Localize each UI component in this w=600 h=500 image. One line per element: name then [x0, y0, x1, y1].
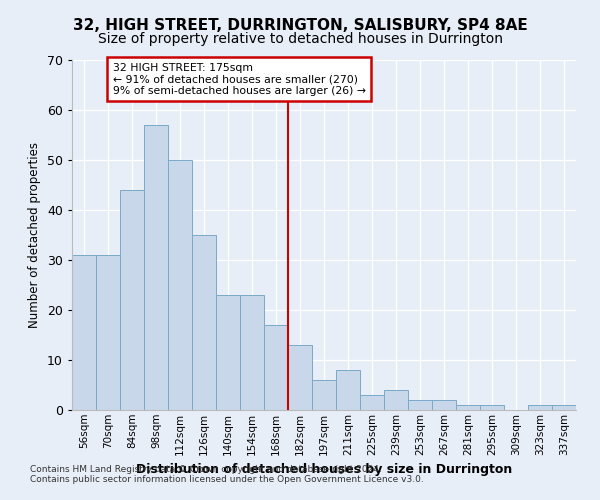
Bar [144, 125, 168, 410]
Bar [192, 235, 216, 410]
Bar [384, 390, 408, 410]
Bar [360, 395, 384, 410]
Text: Size of property relative to detached houses in Durrington: Size of property relative to detached ho… [97, 32, 503, 46]
Text: Contains HM Land Registry data © Crown copyright and database right 2024.: Contains HM Land Registry data © Crown c… [30, 466, 382, 474]
Text: 32 HIGH STREET: 175sqm
← 91% of detached houses are smaller (270)
9% of semi-det: 32 HIGH STREET: 175sqm ← 91% of detached… [113, 62, 366, 96]
Bar [552, 405, 576, 410]
Bar [288, 345, 312, 410]
Bar [528, 405, 552, 410]
Bar [96, 255, 120, 410]
Bar [240, 295, 264, 410]
Text: 32, HIGH STREET, DURRINGTON, SALISBURY, SP4 8AE: 32, HIGH STREET, DURRINGTON, SALISBURY, … [73, 18, 527, 32]
Bar [312, 380, 336, 410]
Bar [168, 160, 192, 410]
Bar [336, 370, 360, 410]
Bar [264, 325, 288, 410]
Bar [120, 190, 144, 410]
Bar [216, 295, 240, 410]
Bar [456, 405, 480, 410]
Bar [72, 255, 96, 410]
Text: Contains public sector information licensed under the Open Government Licence v3: Contains public sector information licen… [30, 476, 424, 484]
X-axis label: Distribution of detached houses by size in Durrington: Distribution of detached houses by size … [136, 463, 512, 476]
Bar [432, 400, 456, 410]
Bar [480, 405, 504, 410]
Y-axis label: Number of detached properties: Number of detached properties [28, 142, 41, 328]
Bar [408, 400, 432, 410]
